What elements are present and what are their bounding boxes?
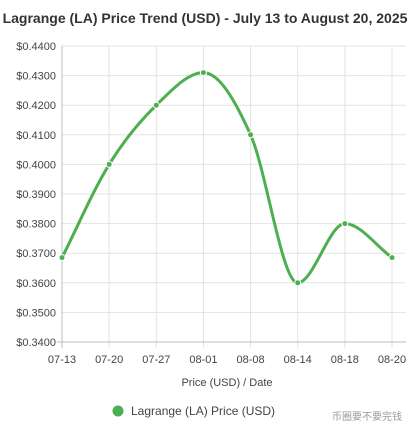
y-tick-label: $0.4100 [16, 130, 56, 142]
y-tick-label: $0.4400 [16, 41, 56, 53]
y-tick-label: $0.3400 [16, 337, 56, 349]
x-tick-label: 07-13 [48, 354, 76, 366]
data-point [199, 69, 207, 77]
x-tick-label: 07-27 [142, 354, 170, 366]
y-tick-label: $0.4300 [16, 71, 56, 83]
y-tick-label: $0.3500 [16, 307, 56, 319]
grid [57, 45, 406, 348]
y-tick-label: $0.3700 [16, 248, 56, 260]
data-point [152, 101, 160, 109]
y-tick-label: $0.3800 [16, 219, 56, 231]
data-point [105, 160, 113, 168]
y-tick-label: $0.4000 [16, 159, 56, 171]
y-tick-label: $0.3600 [16, 278, 56, 290]
data-point [294, 279, 302, 287]
y-tick-label: $0.3900 [16, 189, 56, 201]
legend[interactable]: Lagrange (LA) Price (USD) [112, 404, 276, 418]
x-tick-label: 08-01 [189, 354, 217, 366]
legend-swatch [112, 405, 124, 417]
x-axis-title: Price (USD) / Date [181, 377, 272, 389]
series-line [60, 71, 394, 285]
y-axis: $0.4400 $0.4300 $0.4200 $0.4100 $0.4000 $0.39… [16, 41, 56, 349]
data-point [247, 131, 255, 139]
x-tick-label: 08-20 [378, 354, 406, 366]
x-tick-label: 08-08 [237, 354, 265, 366]
chart-title: Lagrange (LA) Price Trend (USD) - July 1… [3, 10, 408, 26]
y-tick-label: $0.4200 [16, 100, 56, 112]
series [58, 69, 396, 287]
x-axis: 07-13 07-20 07-27 08-01 08-08 08-14 08-18 08-20 [48, 354, 406, 366]
legend-label: Lagrange (LA) Price (USD) [131, 404, 275, 418]
watermark: 币圈要不要完钱 [332, 410, 402, 423]
x-tick-label: 07-20 [95, 354, 123, 366]
data-point [388, 254, 396, 262]
x-tick-label: 08-18 [331, 354, 359, 366]
data-point [341, 220, 349, 228]
data-point [58, 254, 66, 262]
x-tick-label: 08-14 [284, 354, 312, 366]
